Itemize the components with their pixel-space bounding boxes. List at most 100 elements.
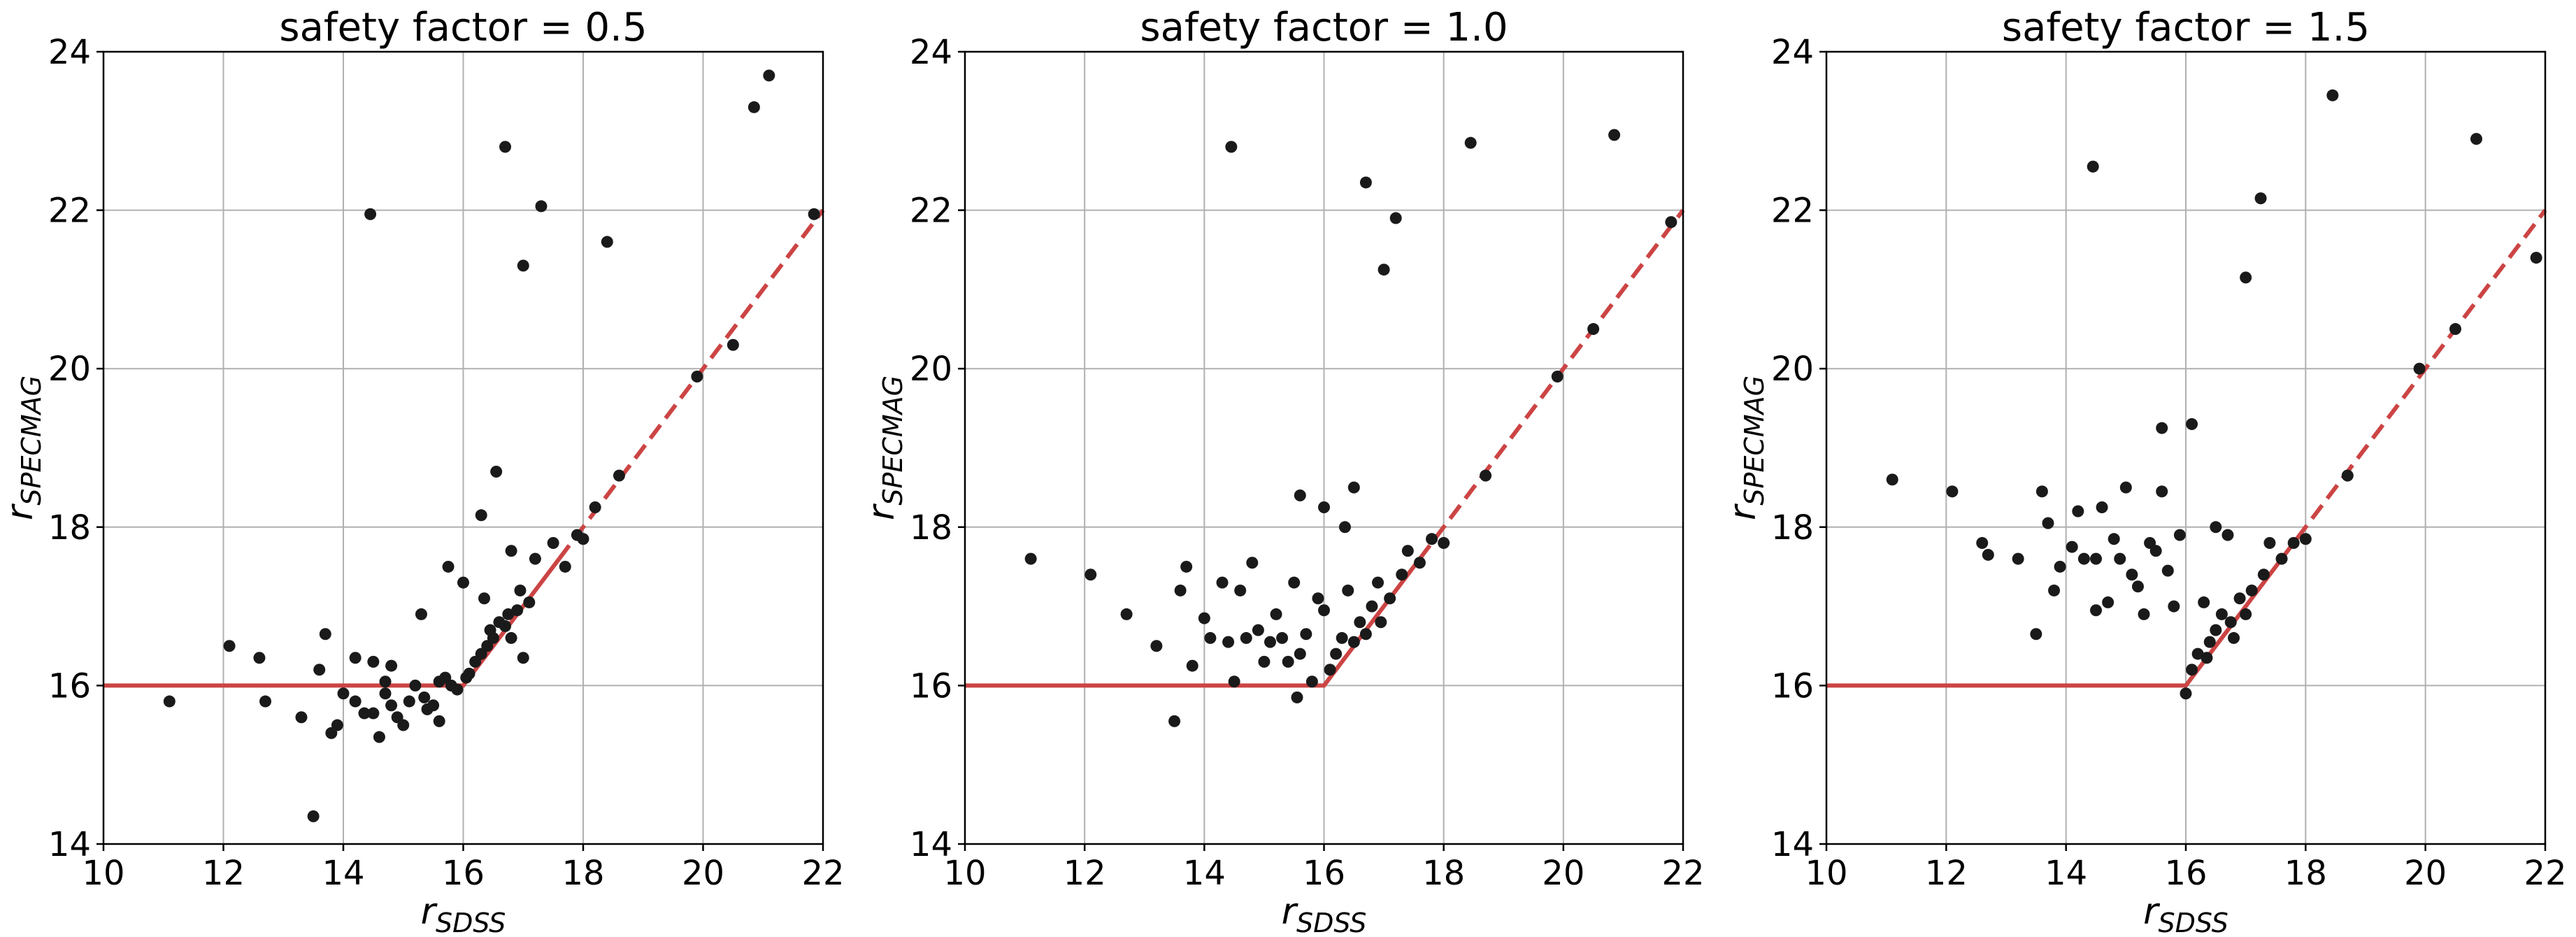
- y-tick-label: 20: [48, 350, 91, 389]
- data-point: [1270, 608, 1282, 620]
- data-point: [2186, 664, 2198, 676]
- data-point: [1258, 655, 1271, 668]
- y-tick-label: 14: [48, 825, 91, 864]
- data-point: [2326, 89, 2339, 101]
- data-point: [1389, 212, 1402, 224]
- data-point: [2263, 536, 2276, 549]
- data-point: [2087, 160, 2099, 173]
- data-point: [1359, 176, 1372, 189]
- data-point: [1294, 489, 1306, 501]
- threshold-line-solid: [103, 557, 561, 688]
- data-point: [1276, 631, 1289, 644]
- data-point: [409, 679, 422, 692]
- data-point: [511, 604, 524, 617]
- data-point: [1330, 648, 1343, 660]
- data-point: [514, 584, 527, 596]
- threshold-line-dashed: [557, 208, 825, 560]
- data-point: [1338, 521, 1351, 534]
- y-tick-label: 16: [1771, 666, 1814, 706]
- data-point: [1240, 631, 1252, 644]
- threshold-line-dashed: [2280, 208, 2547, 560]
- data-point: [2168, 600, 2180, 613]
- data-point: [1982, 548, 1994, 561]
- y-tick-label: 16: [48, 666, 91, 706]
- data-point: [2257, 568, 2270, 581]
- data-point: [1608, 129, 1621, 141]
- data-point: [1085, 568, 1097, 581]
- data-point: [2215, 608, 2228, 620]
- data-point: [2048, 584, 2061, 596]
- y-tick-label: 14: [910, 825, 952, 864]
- data-point: [691, 371, 703, 383]
- x-tick-label: 10: [943, 854, 986, 893]
- x-axis-label: rSDSS: [1282, 891, 1367, 937]
- x-tick-label: 14: [322, 854, 364, 893]
- threshold-line-dashed: [1418, 208, 1685, 560]
- data-point: [2131, 580, 2144, 593]
- data-point: [517, 259, 529, 272]
- data-point: [2341, 469, 2354, 482]
- data-point: [1024, 552, 1037, 565]
- data-point: [2035, 485, 2048, 498]
- data-point: [577, 533, 589, 545]
- data-point: [1312, 592, 1324, 605]
- data-point: [2072, 505, 2084, 517]
- data-point: [2240, 608, 2252, 620]
- data-point: [1347, 481, 1360, 494]
- data-point: [2066, 541, 2078, 553]
- data-point: [307, 810, 320, 822]
- data-point: [451, 683, 464, 696]
- data-point: [313, 664, 326, 676]
- data-point: [1198, 612, 1210, 624]
- x-tick-label: 10: [1805, 854, 1847, 893]
- y-tick-label: 16: [910, 666, 952, 706]
- x-tick-label: 20: [1542, 854, 1584, 893]
- data-point: [2090, 604, 2102, 617]
- x-tick-label: 12: [202, 854, 245, 893]
- data-point: [427, 699, 440, 712]
- data-point: [1186, 659, 1198, 672]
- data-point: [415, 608, 427, 620]
- data-point: [295, 711, 308, 724]
- y-tick-label: 20: [910, 350, 952, 389]
- data-point: [1464, 136, 1477, 149]
- data-point: [442, 560, 455, 573]
- data-point: [747, 101, 760, 113]
- data-point: [1480, 469, 1492, 482]
- x-tick-label: 12: [1925, 854, 1968, 893]
- data-point: [2221, 529, 2234, 541]
- data-point: [1375, 616, 1387, 629]
- data-point: [1413, 557, 1426, 569]
- y-tick-label: 14: [1771, 825, 1814, 864]
- data-point: [1378, 264, 1390, 276]
- y-axis-label: rSPECMAG: [0, 375, 47, 520]
- data-point: [2254, 192, 2267, 205]
- x-tick-label: 22: [801, 854, 844, 893]
- x-tick-label: 14: [2045, 854, 2087, 893]
- data-point: [163, 695, 176, 708]
- y-tick-label: 20: [1771, 350, 1814, 389]
- data-point: [1228, 675, 1240, 688]
- data-point: [1587, 323, 1600, 336]
- data-point: [1282, 655, 1294, 668]
- data-point: [349, 652, 362, 664]
- data-point: [475, 509, 487, 522]
- x-tick-label: 10: [82, 854, 124, 893]
- panel-title: safety factor = 1.0: [1140, 5, 1508, 50]
- data-point: [505, 631, 517, 644]
- y-tick-label: 22: [1771, 192, 1814, 231]
- data-point: [253, 652, 266, 664]
- y-axis-label: rSPECMAG: [1722, 375, 1770, 520]
- x-tick-label: 20: [682, 854, 724, 893]
- data-point: [529, 552, 541, 565]
- x-tick-label: 22: [1661, 854, 1704, 893]
- data-point: [367, 707, 380, 720]
- data-point: [331, 719, 343, 731]
- data-point: [505, 545, 517, 557]
- data-point: [2224, 616, 2237, 629]
- data-point: [1150, 640, 1163, 652]
- data-point: [2156, 485, 2168, 498]
- data-point: [2203, 636, 2216, 648]
- data-point: [1324, 664, 1336, 676]
- data-point: [1384, 592, 1396, 605]
